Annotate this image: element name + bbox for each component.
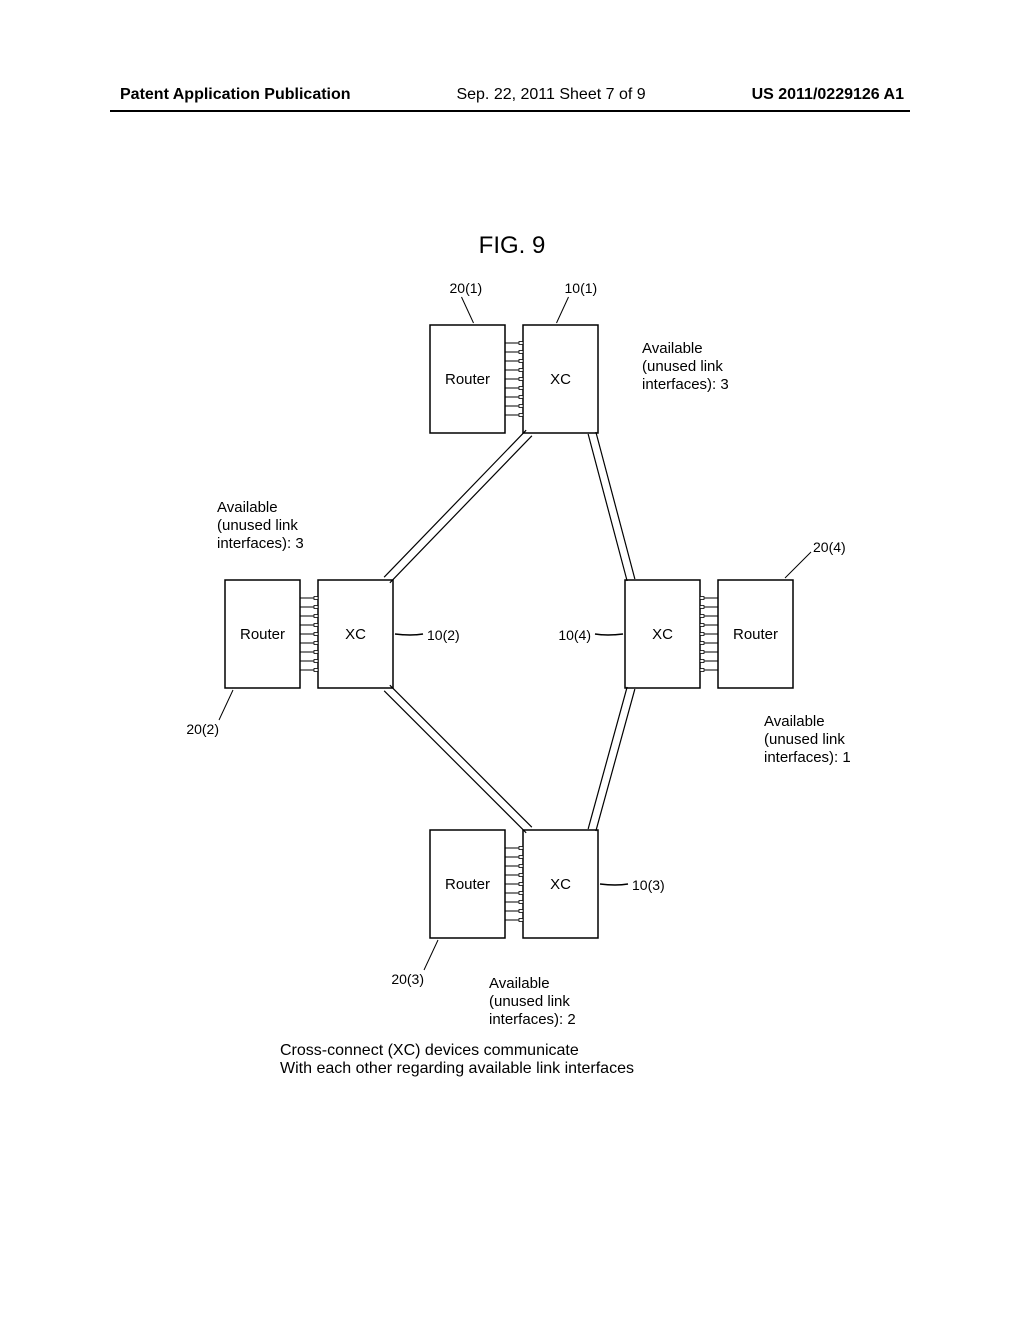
port-icon	[519, 360, 523, 363]
port-icon	[314, 642, 318, 645]
router-label: Router	[445, 876, 490, 893]
leader-line	[395, 634, 423, 635]
figure-caption: Cross-connect (XC) devices communicate W…	[280, 1042, 634, 1078]
port-icon	[314, 597, 318, 600]
port-icon	[314, 615, 318, 618]
xc-label: XC	[550, 876, 571, 893]
ref-label: 20(2)	[186, 721, 219, 737]
leader-line	[557, 297, 569, 323]
leader-line	[424, 940, 438, 970]
port-icon	[519, 919, 523, 922]
port-icon	[519, 378, 523, 381]
leader-line	[219, 690, 233, 720]
available-text: Available	[217, 499, 278, 516]
port-icon	[519, 342, 523, 345]
xc-link	[384, 430, 526, 577]
ref-label: 10(4)	[558, 627, 591, 643]
ref-label: 10(2)	[427, 627, 460, 643]
port-icon	[519, 847, 523, 850]
page-header: Patent Application Publication Sep. 22, …	[0, 86, 1024, 104]
xc-link	[588, 434, 627, 581]
xc-label: XC	[345, 626, 366, 643]
available-text: interfaces): 3	[642, 376, 729, 393]
port-icon	[314, 624, 318, 627]
port-icon	[519, 387, 523, 390]
available-text: (unused link	[217, 517, 298, 534]
xc-link	[384, 691, 526, 833]
port-icon	[700, 642, 704, 645]
available-text: (unused link	[642, 358, 723, 375]
port-icon	[700, 615, 704, 618]
leader-line	[600, 884, 628, 885]
port-icon	[519, 901, 523, 904]
xc-link	[596, 432, 635, 579]
port-icon	[519, 883, 523, 886]
figure-canvas: RouterXC20(1)10(1)Available(unused linki…	[145, 270, 885, 1030]
port-icon	[700, 606, 704, 609]
port-icon	[519, 351, 523, 354]
router-label: Router	[240, 626, 285, 643]
caption-line2: With each other regarding available link…	[280, 1060, 634, 1078]
xc-link	[390, 436, 532, 583]
xc-link	[596, 689, 635, 831]
port-icon	[314, 651, 318, 654]
caption-line1: Cross-connect (XC) devices communicate	[280, 1042, 634, 1060]
figure-title: FIG. 9	[0, 232, 1024, 260]
available-text: Available	[642, 340, 703, 357]
port-icon	[314, 669, 318, 672]
ref-label: 20(1)	[450, 280, 483, 296]
xc-label: XC	[550, 371, 571, 388]
port-icon	[700, 633, 704, 636]
port-icon	[519, 892, 523, 895]
router-label: Router	[445, 371, 490, 388]
xc-link	[390, 685, 532, 827]
xc-label: XC	[652, 626, 673, 643]
port-icon	[519, 405, 523, 408]
available-text: interfaces): 3	[217, 535, 304, 552]
port-icon	[519, 369, 523, 372]
port-icon	[519, 865, 523, 868]
ref-label: 10(3)	[632, 877, 665, 893]
port-icon	[314, 606, 318, 609]
port-icon	[519, 910, 523, 913]
router-label: Router	[733, 626, 778, 643]
port-icon	[519, 396, 523, 399]
available-text: interfaces): 2	[489, 1011, 576, 1028]
port-icon	[700, 624, 704, 627]
header-center: Sep. 22, 2011 Sheet 7 of 9	[456, 86, 645, 104]
leader-line	[462, 297, 474, 323]
port-icon	[700, 651, 704, 654]
port-icon	[314, 660, 318, 663]
ref-label: 10(1)	[565, 280, 598, 296]
leader-line	[785, 552, 811, 578]
available-text: (unused link	[489, 993, 570, 1010]
ref-label: 20(3)	[391, 971, 424, 987]
header-right: US 2011/0229126 A1	[752, 86, 904, 104]
port-icon	[700, 597, 704, 600]
available-text: (unused link	[764, 731, 845, 748]
port-icon	[519, 874, 523, 877]
xc-link	[588, 687, 627, 829]
ref-label: 20(4)	[813, 539, 846, 555]
header-left: Patent Application Publication	[120, 86, 351, 104]
port-icon	[700, 669, 704, 672]
port-icon	[314, 633, 318, 636]
available-text: Available	[489, 975, 550, 992]
port-icon	[519, 414, 523, 417]
port-icon	[700, 660, 704, 663]
available-text: interfaces): 1	[764, 749, 851, 766]
leader-line	[595, 634, 623, 635]
available-text: Available	[764, 713, 825, 730]
diagram-svg: RouterXC20(1)10(1)Available(unused linki…	[145, 270, 885, 1030]
header-rule	[110, 110, 910, 112]
port-icon	[519, 856, 523, 859]
